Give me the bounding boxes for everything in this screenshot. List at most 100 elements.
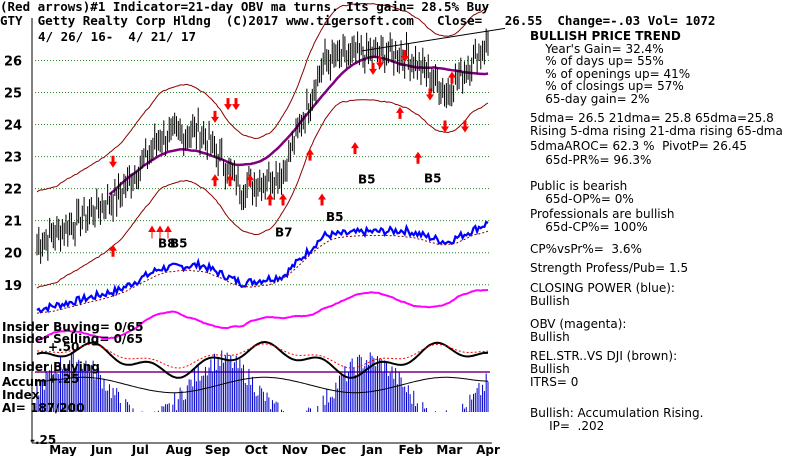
sidebar-stat-line: % of days up= 55% [530,54,664,68]
buy-arrow-icon [448,71,456,84]
lower-panel-label: -.25 [30,433,56,447]
sell-arrow-icon [401,50,409,63]
signal-label: B7 [275,226,293,240]
signal-label: B5 [326,210,344,224]
sidebar-stat-line: Bullish [530,294,570,308]
month-tick-label: Dec [321,443,346,456]
buy-arrow-icon [226,174,234,187]
buy-arrow-icon [211,174,219,187]
sidebar-stat-line: Bullish: Accumulation Rising. [530,406,704,420]
lower-panel-label: Insider Buying [2,360,100,374]
sidebar-stat-line: Professionals are bullish [530,207,675,221]
price-tick-label: 26 [4,54,22,69]
accum-signal-line [36,343,489,369]
buy-arrow-icon [414,151,422,164]
buy-arrow-icon [109,244,117,257]
signal-label: B5 [170,237,188,251]
sidebar-stat-line: 65d-CP%= 100% [530,220,648,234]
close-readout: Close= 26.55 Change=-.03 Vol= 1072 [437,13,716,28]
accum-ma-line [36,376,488,394]
price-tick-label: 25 [4,87,22,102]
rel-str-line [36,230,489,314]
sell-arrow-icon [376,56,384,69]
lower-panel-label: +.25 [48,372,79,386]
indicator-header: (Red arrows)#1 Indicator=21-day OBV ma t… [0,0,490,14]
month-tick-label: Jul [131,443,149,456]
resistance-trendline [361,27,506,52]
month-tick-label: Aug [166,443,192,456]
month-tick-label: May [49,443,77,456]
lower-panel-label: +.50 [48,340,79,354]
closing-power-line [36,220,489,314]
month-tick-label: Mar [436,443,462,456]
price-tick-label: 22 [4,183,22,198]
buy-arrow-icon [164,225,172,239]
price-tick-label: 23 [4,151,22,166]
lower-panel-label: Insider Buying= 0/65 [2,320,144,334]
sidebar-stat-line: IP= .202 [530,419,605,433]
sidebar-stat-line: Bullish [530,330,570,344]
month-tick-label: Jun [90,443,113,456]
accum-index-line [36,340,489,379]
sidebar-stat-line: % of openings up= 41% [530,67,691,81]
month-tick-label: Jan [361,443,383,456]
signal-label: B5 [358,172,376,186]
month-tick-label: Feb [399,443,424,456]
sell-arrow-icon [461,120,469,133]
buy-arrow-icon [318,193,326,206]
sidebar-stat-line: % of closings up= 57% [530,79,684,93]
sidebar-stat-line: ITRS= 0 [530,375,579,389]
lower-panel-label: Insider Selling= 0/65 [2,332,143,346]
lower-panel-label: Index [2,388,40,402]
sidebar-stat-line: CP%vsPr%= 3.6% [530,242,642,256]
sidebar-stat-line: Public is bearish [530,179,628,193]
price-tick-label: 24 [4,119,22,134]
sell-arrow-icon [369,62,377,75]
sidebar-stat-line: Strength Profess/Pub= 1.5 [530,261,689,275]
sidebar-stat-line: CLOSING POWER (blue): [530,281,675,295]
sell-arrow-icon [211,110,219,123]
sidebar-stat-line: 65d-PR%= 96.3% [530,153,652,167]
price-tick-label: 19 [4,279,22,294]
sidebar-stat-line: REL.STR..VS DJI (brown): [530,349,678,363]
sidebar-stat-line: Rising 5-dma rising 21-dma rising 65-dma [530,124,783,138]
sidebar-stat-line: BULLISH PRICE TREND [530,29,681,43]
buy-arrow-icon [279,193,287,206]
upper-band-line [36,3,489,193]
ticker-header: GTY Getty Realty Corp Hldng (C)2017 www.… [0,13,414,28]
buy-arrow-icon [351,142,359,155]
buy-arrow-icon [306,148,314,161]
lower-panel-label: Accum [2,375,47,389]
lower-band-line [36,99,489,289]
buy-arrow-icon [246,174,254,187]
date-range: 4/ 26/ 16- 4/ 21/ 17 [38,29,197,44]
price-tick-label: 21 [4,215,22,230]
month-tick-label: Oct [245,443,268,456]
sidebar-stat-line: Year's Gain= 32.4% [530,42,664,56]
sidebar-stat-line: 5dma= 26.5 21dma= 25.8 65dma=25.8 [530,111,774,125]
lower-panel-label: AI= 187/200 [2,401,84,415]
sell-arrow-icon [232,98,240,111]
month-tick-label: Nov [282,443,308,456]
sidebar-stat-line: 5dmaAROC= 62.3 % PivotP= 26.45 [530,139,748,153]
sell-arrow-icon [109,155,117,168]
buy-arrow-icon [396,106,404,119]
sidebar-stat-line: OBV (magenta): [530,317,627,331]
month-tick-label: Sep [205,443,231,456]
signal-label: B5 [424,172,442,186]
sell-arrow-icon [441,120,449,133]
sell-arrow-icon [224,98,232,111]
signal-label: B8 [158,237,176,251]
sell-arrow-icon [426,88,434,101]
buy-arrow-icon [148,225,156,239]
sidebar-stat-line: Bullish [530,362,570,376]
price-tick-label: 20 [4,247,22,262]
obv-line [36,289,489,341]
month-tick-label: Apr [476,443,500,456]
buy-arrow-icon [266,193,274,206]
sidebar-stat-line: 65-day gain= 2% [530,92,650,106]
sidebar-stat-line: 65d-OP%= 0% [530,192,634,206]
buy-arrow-icon [156,225,164,239]
